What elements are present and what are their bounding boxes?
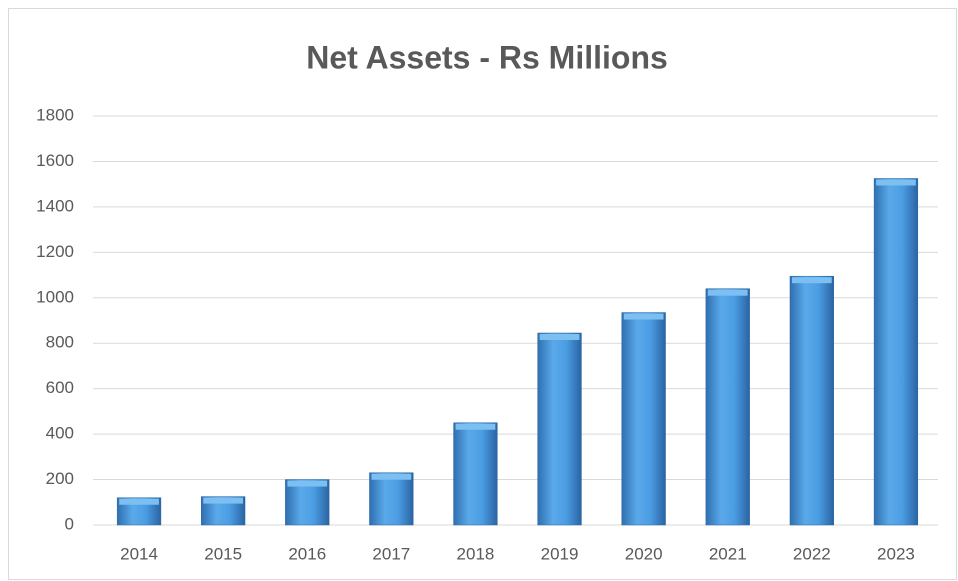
x-tick-label: 2021 [709, 544, 747, 563]
bar [789, 275, 834, 526]
y-tick-label: 800 [46, 333, 74, 352]
bar-cap [539, 333, 580, 340]
bar-cap [119, 498, 159, 505]
y-tick-label: 0 [65, 514, 74, 533]
x-tick-label: 2014 [120, 544, 158, 563]
x-tick-label: 2017 [372, 544, 410, 563]
x-tick-label: 2022 [793, 544, 831, 563]
x-tick-label: 2018 [457, 544, 495, 563]
y-tick-label: 1000 [36, 287, 74, 306]
y-tick-label: 1600 [36, 151, 74, 170]
bar [537, 332, 582, 526]
bar-cap [623, 313, 664, 320]
y-tick-label: 200 [46, 469, 74, 488]
bar [453, 422, 498, 526]
y-tick-label: 1200 [36, 242, 74, 261]
x-tick-label: 2015 [204, 544, 242, 563]
chart-title: Net Assets - Rs Millions [306, 39, 668, 75]
y-tick-label: 1400 [36, 196, 74, 215]
x-tick-label: 2023 [877, 544, 915, 563]
bar-cap [707, 289, 748, 296]
bar [873, 178, 919, 526]
bar-cap [455, 423, 496, 430]
bar-cap [371, 473, 412, 480]
bar [369, 472, 414, 526]
bar-cap [203, 497, 244, 504]
x-tick-label: 2019 [541, 544, 579, 563]
bar-cap [791, 277, 832, 284]
x-tick-label: 2016 [288, 544, 326, 563]
bar [621, 312, 666, 526]
y-tick-label: 400 [46, 424, 74, 443]
y-tick-label: 1800 [36, 105, 74, 124]
x-tick-label: 2020 [625, 544, 663, 563]
bar [285, 479, 330, 526]
y-tick-label: 600 [46, 378, 74, 397]
bar-cap [287, 480, 328, 487]
bar [705, 288, 750, 526]
bar-cap [876, 179, 916, 186]
